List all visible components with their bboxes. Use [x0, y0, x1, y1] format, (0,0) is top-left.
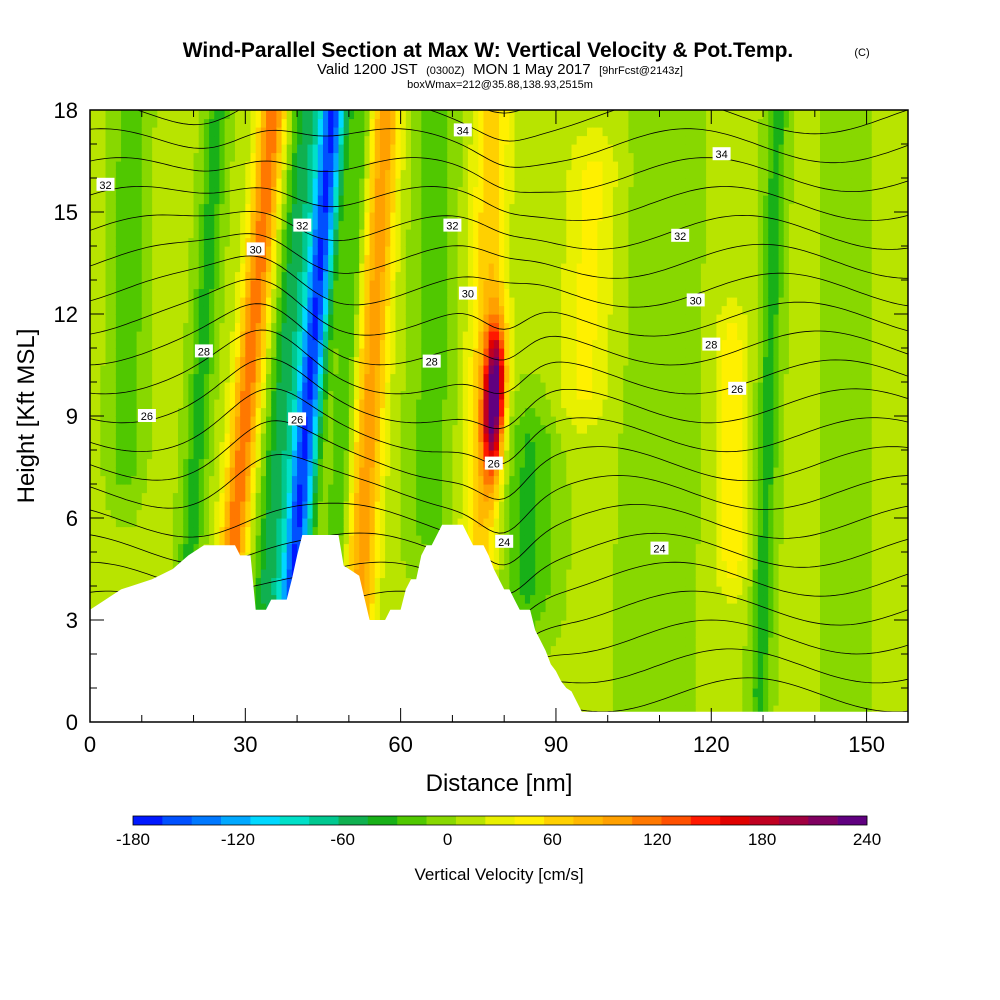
colorbar-swatch — [602, 816, 633, 825]
colorbar-swatch — [162, 816, 193, 825]
colorbar: -180 -120 -60 0 60 120 180 240 — [116, 815, 881, 849]
contour-label: 24 — [495, 534, 514, 549]
colorbar-title: Vertical Velocity [cm/s] — [414, 865, 583, 884]
contour-label: 34 — [712, 147, 731, 161]
subtitle-valid: Valid 1200 JST — [317, 61, 418, 78]
contour-label: 28 — [702, 337, 721, 352]
y-tick-label: 9 — [66, 404, 78, 429]
contour-label: 30 — [458, 286, 477, 301]
terrain-mask — [90, 524, 908, 722]
colorbar-swatch — [690, 816, 721, 825]
subtitle-utc: (0300Z) — [426, 65, 465, 77]
x-tick-label: 120 — [693, 732, 730, 757]
colorbar-swatch — [221, 816, 251, 825]
x-tick-label: 30 — [233, 732, 257, 757]
y-tick-label: 6 — [66, 506, 78, 531]
x-tick-label: 60 — [388, 732, 412, 757]
subtitle-date: MON 1 May 2017 — [473, 61, 591, 78]
colorbar-swatch — [837, 816, 868, 825]
x-tick-label: 150 — [848, 732, 885, 757]
y-tick-label: 18 — [54, 98, 78, 123]
plot-area — [90, 110, 908, 722]
colorbar-swatch — [514, 816, 545, 825]
colorbar-swatch — [778, 816, 809, 825]
colorbar-swatch — [309, 816, 339, 825]
contour-label: 26 — [137, 409, 156, 423]
colorbar-swatch — [808, 816, 838, 825]
x-tick-label: 90 — [544, 732, 568, 757]
chart-box-info: boxWmax=212@35.88,138.93,2515m — [407, 79, 593, 91]
colorbar-swatch — [661, 816, 692, 825]
contour-label: 32 — [671, 228, 690, 243]
colorbar-swatch — [279, 816, 310, 825]
chart-title: Wind-Parallel Section at Max W: Vertical… — [183, 39, 794, 62]
colorbar-swatch — [749, 816, 780, 825]
colorbar-frame — [132, 815, 868, 826]
y-axis-label: Height [Kft MSL] — [13, 329, 40, 504]
y-tick-label: 15 — [54, 200, 78, 225]
y-tick-label: 0 — [66, 710, 78, 735]
colorbar-swatch — [426, 816, 457, 825]
colorbar-swatch — [133, 816, 163, 825]
contour-label: 28 — [194, 344, 213, 358]
contour-label: 28 — [422, 354, 441, 369]
colorbar-swatch — [338, 816, 369, 825]
chart-title-suffix: (C) — [854, 47, 869, 59]
colorbar-tick-label: -180 — [116, 830, 150, 849]
contour-label: 32 — [443, 218, 462, 233]
x-tick-label: 0 — [84, 732, 96, 757]
colorbar-tick-label: 180 — [748, 830, 776, 849]
colorbar-swatch — [485, 816, 515, 825]
contour-label: 30 — [686, 293, 705, 307]
colorbar-swatch — [367, 816, 398, 825]
subtitle-forecast: [9hrFcst@2143z] — [599, 65, 683, 77]
y-tick-label: 12 — [54, 302, 78, 327]
colorbar-tick-label: 60 — [543, 830, 562, 849]
colorbar-swatch — [455, 816, 486, 825]
colorbar-swatch — [191, 816, 222, 825]
colorbar-tick-label: -120 — [221, 830, 255, 849]
x-axis-label: Distance [nm] — [426, 770, 573, 797]
chart-subtitle: Valid 1200 JST (0300Z) MON 1 May 2017 [9… — [317, 61, 683, 78]
colorbar-tick-label: 0 — [443, 830, 452, 849]
colorbar-swatch — [720, 816, 750, 825]
contour-labels: 32 30 28 26 26 32 34 32 30 28 26 24 34 32 30 28 26 24 — [96, 123, 747, 556]
colorbar-tick-label: -60 — [330, 830, 355, 849]
colorbar-tick-label: 240 — [853, 830, 881, 849]
contour-label: 26 — [728, 381, 747, 396]
contour-label: 32 — [96, 177, 115, 192]
colorbar-tick-label: 120 — [643, 830, 671, 849]
colorbar-swatch — [250, 816, 281, 825]
contour-label: 34 — [453, 123, 472, 137]
colorbar-swatch — [632, 816, 662, 825]
contour-label: 30 — [246, 242, 265, 256]
contour-label: 32 — [293, 218, 312, 233]
colorbar-swatch — [397, 816, 427, 825]
contour-label: 26 — [288, 412, 307, 426]
contour-label: 26 — [484, 456, 503, 471]
colorbar-swatch — [544, 816, 574, 825]
y-tick-label: 3 — [66, 608, 78, 633]
axes: 0 30 60 90 120 150 0 3 6 9 12 15 18 — [54, 98, 908, 757]
colorbar-swatch — [573, 816, 604, 825]
contour-label: 24 — [650, 541, 669, 556]
